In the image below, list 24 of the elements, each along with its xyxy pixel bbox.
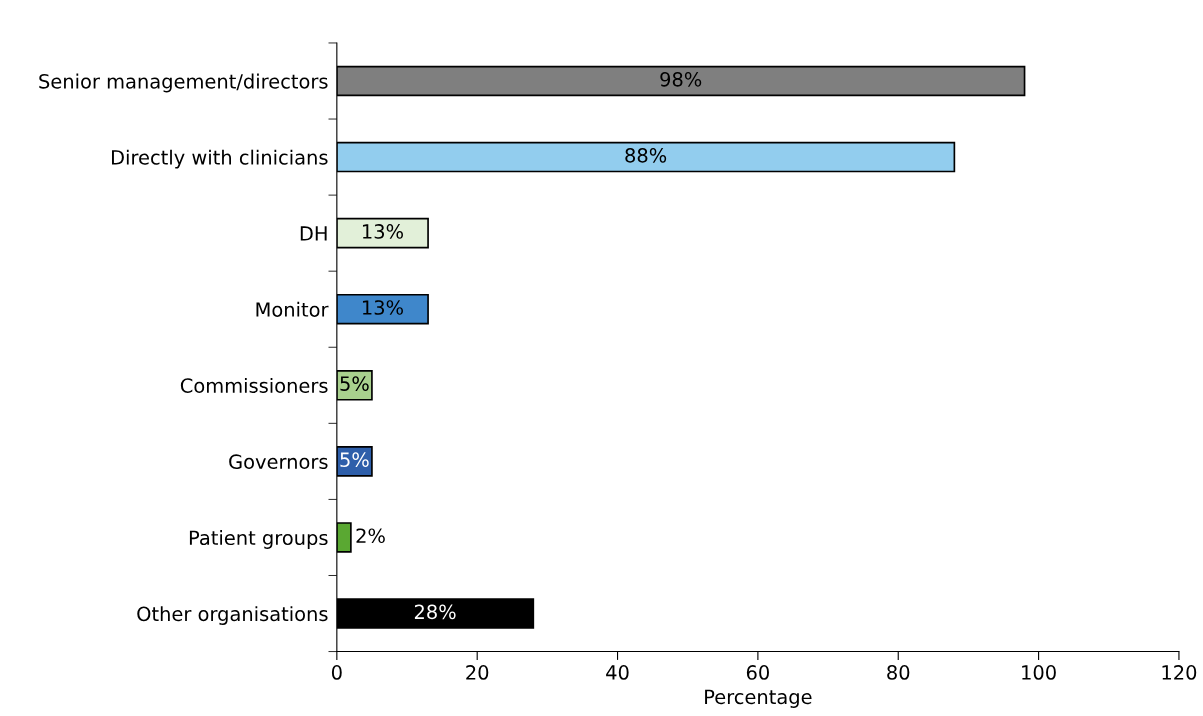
data-label: 13% [362,300,403,315]
data-label: 5% [340,376,369,391]
y-tick-label: Other organisations [137,606,328,625]
y-tick-label: Governors [229,454,328,470]
y-tick-label: Commissioners [180,377,328,393]
x-axis-title: Percentage [705,689,812,708]
y-tick-label: DH [300,226,327,241]
x-tick-label: 60 [746,665,769,680]
x-tick-label: 20 [466,665,489,680]
x-tick-label: 0 [331,665,342,680]
data-label: 5% [340,452,369,468]
x-tick-label: 40 [606,665,629,680]
data-label: 98% [660,71,702,87]
y-tick-label: Patient groups [189,530,328,549]
y-tick-label: Senior management/directors [39,73,328,93]
data-label: 13% [362,224,403,239]
data-label: 88% [625,148,667,163]
x-tick-label: 100 [1022,665,1056,680]
data-label: 2% [356,528,385,544]
x-tick-label: 80 [887,665,910,680]
x-tick-label: 120 [1162,665,1197,680]
data-label: 28% [414,604,456,620]
y-tick-label: Directly with clinicians [112,149,328,169]
y-tick-label: Monitor [256,301,329,317]
